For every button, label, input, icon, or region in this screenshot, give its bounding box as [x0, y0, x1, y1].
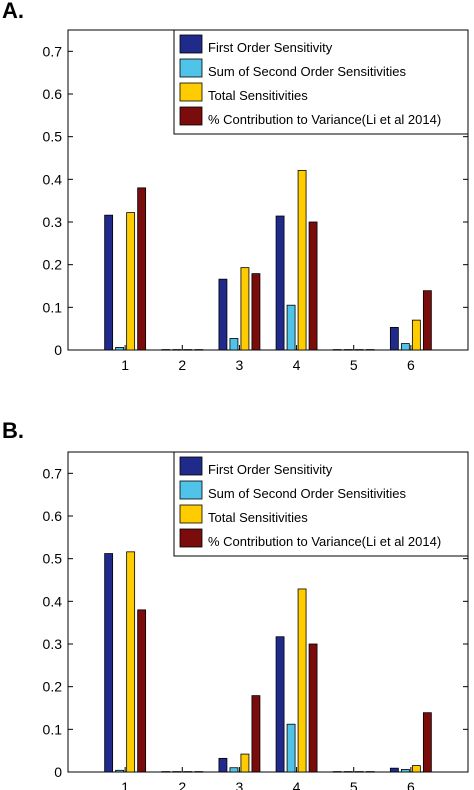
legend-entry: First Order Sensitivity	[208, 462, 333, 477]
bar-1-cat-6	[389, 326, 399, 351]
bar-4-cat-4	[308, 221, 318, 351]
chart-a: 0 0.1 0.2 0.3 0.4 0.5 0.6 0.7 1 2 3 4 5 6 First Order …	[43, 29, 469, 373]
legend-swatch	[179, 456, 203, 476]
bar-2-cat-3	[229, 767, 239, 773]
bar-2-cat-5	[343, 349, 353, 351]
bar-4-cat-6	[422, 290, 432, 351]
legend-swatch	[179, 34, 203, 54]
bar-4-cat-3	[251, 695, 261, 773]
x-tick-label: 2	[178, 357, 186, 373]
panel-label-b: B.	[2, 418, 24, 443]
bar-2-cat-1	[115, 347, 125, 351]
x-tick-label: 5	[350, 779, 358, 790]
bar-3-cat-1	[126, 551, 136, 773]
legend-swatch	[179, 528, 203, 548]
bar-2-cat-2	[172, 771, 182, 773]
bar-4-cat-2	[194, 771, 204, 773]
bar-3-cat-4	[297, 169, 307, 351]
bar-1-cat-1	[104, 214, 114, 351]
legend-entry: First Order Sensitivity	[208, 40, 333, 55]
bar-4-cat-4	[308, 643, 318, 773]
y-tick-label: 0.7	[43, 43, 63, 59]
x-tick-label: 6	[407, 779, 415, 790]
chart-b: 0 0.1 0.2 0.3 0.4 0.5 0.6 0.7 1 2 3 4 5 6 First Order …	[43, 451, 469, 790]
bar-2-cat-5	[343, 771, 353, 773]
y-tick-label: 0.6	[43, 508, 63, 524]
bar-3-cat-2	[183, 349, 193, 351]
bar-4-cat-6	[422, 712, 432, 773]
bar-2-cat-4	[286, 723, 296, 773]
bar-1-cat-6	[389, 767, 399, 773]
y-tick-label: 0.4	[43, 171, 63, 187]
bar-2-cat-6	[400, 343, 410, 351]
bar-2-cat-4	[286, 304, 296, 351]
y-tick-label: 0	[54, 342, 62, 358]
x-tick-label: 2	[178, 779, 186, 790]
bar-1-cat-2	[161, 349, 171, 351]
bar-4-cat-5	[365, 349, 375, 351]
y-tick-label: 0.5	[43, 129, 63, 145]
legend-swatch	[179, 58, 203, 78]
bar-1-cat-3	[218, 278, 228, 351]
bar-2-cat-3	[229, 338, 239, 351]
legend-swatch	[179, 480, 203, 500]
y-tick-label: 0.4	[43, 593, 63, 609]
bar-4-cat-2	[194, 349, 204, 351]
legend-swatch	[179, 106, 203, 126]
y-tick-label: 0	[54, 764, 62, 780]
x-tick-label: 1	[121, 357, 129, 373]
panel-label-a: A.	[2, 0, 24, 23]
y-tick-label: 0.1	[43, 299, 63, 315]
legend-box	[173, 451, 469, 557]
legend-entry: % Contribution to Variance(Li et al 2014…	[208, 112, 441, 127]
bar-3-cat-4	[297, 588, 307, 773]
bar-1-cat-1	[104, 553, 114, 773]
bar-1-cat-5	[332, 771, 342, 773]
x-tick-label: 1	[121, 779, 129, 790]
bar-4-cat-1	[137, 187, 147, 351]
bar-3-cat-6	[411, 319, 421, 351]
bar-1-cat-5	[332, 349, 342, 351]
y-tick-label: 0.7	[43, 465, 63, 481]
legend-entry: % Contribution to Variance(Li et al 2014…	[208, 534, 441, 549]
bar-3-cat-1	[126, 212, 136, 351]
bar-1-cat-3	[218, 757, 228, 773]
legend-entry: Sum of Second Order Sensitivities	[208, 486, 406, 501]
y-tick-label: 0.6	[43, 86, 63, 102]
bar-3-cat-6	[411, 765, 421, 773]
bar-1-cat-4	[275, 215, 285, 351]
bar-1-cat-2	[161, 771, 171, 773]
y-tick-label: 0.2	[43, 257, 63, 273]
bar-4-cat-1	[137, 609, 147, 773]
bar-2-cat-2	[172, 349, 182, 351]
bar-3-cat-5	[354, 349, 364, 351]
legend-box	[173, 29, 469, 135]
x-tick-label: 4	[293, 779, 301, 790]
bar-3-cat-3	[240, 753, 250, 773]
legend-swatch	[179, 504, 203, 524]
legend-entry: Sum of Second Order Sensitivities	[208, 64, 406, 79]
x-tick-label: 6	[407, 357, 415, 373]
y-tick-label: 0.3	[43, 214, 63, 230]
x-tick-label: 5	[350, 357, 358, 373]
bar-2-cat-6	[400, 769, 410, 773]
x-tick-label: 3	[236, 357, 244, 373]
x-tick-label: 3	[236, 779, 244, 790]
bar-3-cat-2	[183, 771, 193, 773]
legend-entry: Total Sensitivities	[208, 88, 308, 103]
legend-entry: Total Sensitivities	[208, 510, 308, 525]
bar-1-cat-4	[275, 636, 285, 773]
y-tick-label: 0.1	[43, 721, 63, 737]
bar-3-cat-5	[354, 771, 364, 773]
legend-swatch	[179, 82, 203, 102]
bar-4-cat-5	[365, 771, 375, 773]
y-tick-label: 0.5	[43, 551, 63, 567]
y-tick-label: 0.2	[43, 679, 63, 695]
bar-3-cat-3	[240, 267, 250, 351]
x-tick-label: 4	[293, 357, 301, 373]
bar-4-cat-3	[251, 273, 261, 351]
bar-2-cat-1	[115, 769, 125, 773]
y-tick-label: 0.3	[43, 636, 63, 652]
